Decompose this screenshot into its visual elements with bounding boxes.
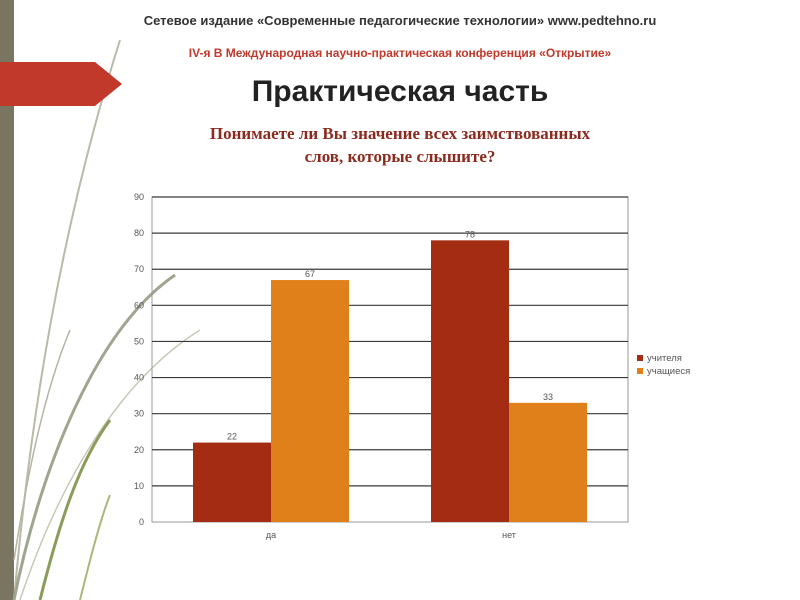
- data-label: 22: [227, 432, 237, 442]
- x-tick-label: да: [266, 530, 276, 540]
- y-tick-label: 70: [134, 264, 144, 274]
- legend-label: учителя: [647, 353, 682, 364]
- bar-1-1: [509, 402, 587, 522]
- data-label: 33: [543, 392, 553, 402]
- data-label: 78: [465, 229, 475, 239]
- legend-label: учащиеся: [647, 366, 690, 377]
- y-tick-label: 80: [134, 228, 144, 238]
- y-tick-label: 40: [134, 373, 144, 383]
- y-tick-label: 20: [134, 445, 144, 455]
- legend-swatch: [637, 368, 643, 374]
- data-label: 67: [305, 269, 315, 279]
- y-tick-label: 10: [134, 481, 144, 491]
- x-tick-label: нет: [502, 530, 516, 540]
- slide-title: Практическая часть: [251, 75, 549, 108]
- publisher-header: Сетевое издание «Современные педагогичес…: [143, 13, 657, 28]
- bar-0-1: [271, 280, 349, 522]
- y-tick-label: 50: [134, 336, 144, 346]
- y-tick-label: 60: [134, 300, 144, 310]
- red-arrow-banner: [0, 62, 122, 106]
- bar-1-0: [431, 240, 509, 523]
- left-accent-bar: [0, 0, 14, 600]
- y-tick-label: 0: [139, 517, 144, 527]
- conference-header: IV-я В Международная научно-практическая…: [188, 46, 612, 60]
- y-tick-label: 90: [134, 192, 144, 202]
- chart-title: Понимаете ли Вы значение всех заимствова…: [209, 124, 591, 166]
- bar-0-0: [193, 442, 271, 522]
- y-tick-label: 30: [134, 409, 144, 419]
- legend-swatch: [637, 355, 643, 361]
